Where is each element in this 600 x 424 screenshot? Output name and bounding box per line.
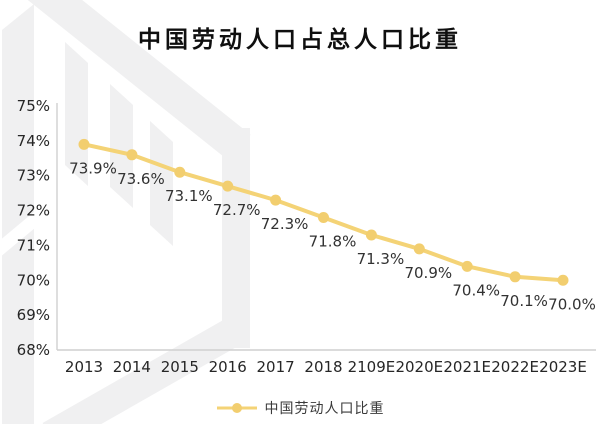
data-point-label: 71.3% <box>357 250 405 268</box>
legend: 中国劳动人口比重 <box>0 398 600 418</box>
y-tick-label: 72% <box>17 202 50 220</box>
x-tick-label: 2109E <box>348 358 396 376</box>
x-tick-label: 2023E <box>539 358 587 376</box>
x-tick-label: 2020E <box>395 358 443 376</box>
data-point <box>461 260 473 272</box>
x-tick-label: 2017 <box>257 358 295 376</box>
data-point-label: 73.9% <box>69 159 117 177</box>
chart-title: 中国劳动人口占总人口比重 <box>138 27 462 53</box>
y-tick-label: 73% <box>17 167 50 185</box>
y-tick-label: 69% <box>17 306 50 324</box>
y-tick-label: 74% <box>17 132 50 150</box>
data-point <box>557 274 569 286</box>
x-tick-label: 2016 <box>209 358 247 376</box>
y-tick-label: 68% <box>17 341 50 359</box>
data-point-label: 71.8% <box>309 233 357 251</box>
data-point <box>78 138 90 150</box>
data-point-label: 70.1% <box>500 292 548 310</box>
data-point-label: 73.1% <box>165 187 213 205</box>
x-tick-label: 2015 <box>161 358 199 376</box>
data-point <box>126 149 138 161</box>
data-point-label: 70.4% <box>452 281 500 299</box>
x-tick-label: 2014 <box>113 358 151 376</box>
data-point-label: 70.9% <box>404 264 452 282</box>
data-point-label: 72.3% <box>261 215 309 233</box>
data-point <box>365 229 377 241</box>
x-tick-label: 2022E <box>491 358 539 376</box>
data-point <box>318 212 329 224</box>
x-tick-label: 2021E <box>443 358 491 376</box>
y-tick-label: 71% <box>17 236 50 254</box>
data-point-label: 72.7% <box>213 201 261 219</box>
y-tick-label: 70% <box>17 271 50 289</box>
x-tick-label: 2018 <box>304 358 342 376</box>
data-point <box>222 180 234 192</box>
data-point <box>509 271 521 283</box>
data-point <box>270 194 282 206</box>
y-tick-label: 75% <box>17 97 50 115</box>
legend-label: 中国劳动人口比重 <box>264 401 385 417</box>
x-tick-label: 2013 <box>65 358 103 376</box>
legend-marker-icon <box>216 403 257 413</box>
data-point <box>174 166 186 178</box>
data-point <box>413 243 425 255</box>
data-point-label: 73.6% <box>117 170 165 188</box>
data-point-label: 70.0% <box>548 295 596 313</box>
